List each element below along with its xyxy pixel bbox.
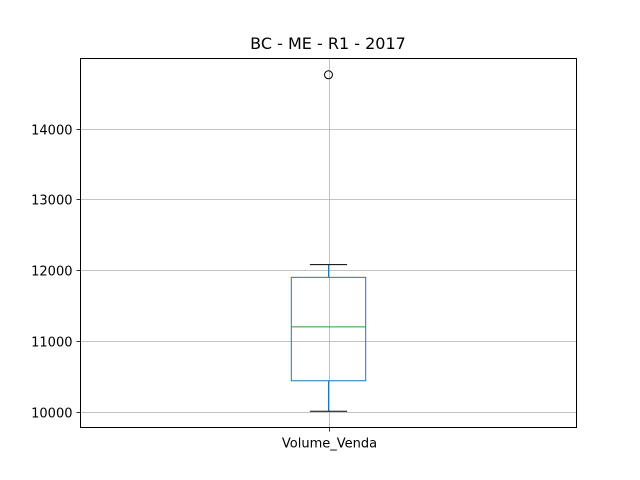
plot-frame <box>80 58 577 428</box>
y-tick-label: 14000 <box>31 124 72 139</box>
x-tick-label: Volume_Venda <box>282 437 377 452</box>
outlier-point <box>324 70 333 80</box>
iqr-box <box>290 276 367 382</box>
axis-layer: 10000 11000 12000 13000 14000 Volume_Venda <box>31 124 377 452</box>
chart-title: BC - ME - R1 - 2017 <box>250 34 406 53</box>
y-tick-label: 13000 <box>31 194 72 209</box>
y-tick-label: 12000 <box>31 265 72 280</box>
plot-layer <box>290 70 367 412</box>
y-tick-label: 11000 <box>31 336 72 351</box>
y-tick-label: 10000 <box>31 407 72 422</box>
